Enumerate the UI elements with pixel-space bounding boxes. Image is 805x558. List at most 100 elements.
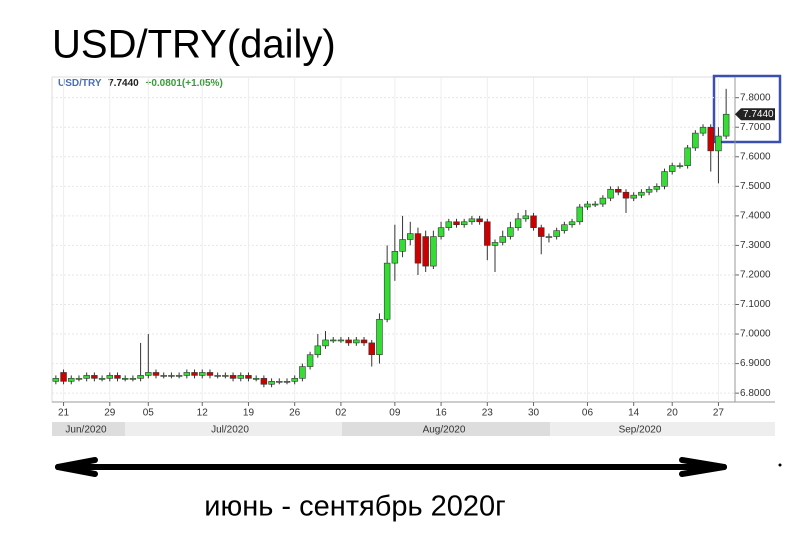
candle-body bbox=[337, 339, 345, 342]
candle-body bbox=[576, 206, 583, 223]
candle-body bbox=[407, 233, 414, 240]
candle-body bbox=[414, 233, 422, 264]
candle-body bbox=[645, 188, 653, 193]
candle-body bbox=[676, 165, 684, 167]
candle-body bbox=[191, 372, 198, 376]
candle-body bbox=[615, 188, 622, 193]
y-tick-label: 7.1000 bbox=[740, 299, 771, 310]
candle-body bbox=[229, 375, 237, 379]
x-tick-label: 23 bbox=[482, 408, 494, 419]
candle-body bbox=[507, 227, 514, 237]
candle-body bbox=[237, 375, 244, 379]
candle-body bbox=[591, 203, 599, 206]
x-tick-label: 05 bbox=[143, 408, 155, 419]
candle-body bbox=[160, 375, 167, 377]
price: 7.7440 bbox=[108, 78, 139, 89]
candle-body bbox=[121, 378, 129, 380]
candle-body bbox=[260, 378, 268, 385]
change: +0.0801(+1.05%) bbox=[146, 78, 223, 89]
candle-body bbox=[360, 339, 368, 344]
candle-body bbox=[684, 147, 691, 166]
x-tick-label: 12 bbox=[197, 408, 209, 419]
candle-body bbox=[152, 372, 160, 376]
candle-body bbox=[607, 188, 614, 199]
candle-body bbox=[430, 236, 437, 267]
y-tick-label: 7.0000 bbox=[740, 329, 771, 340]
y-tick-label: 7.5000 bbox=[740, 181, 771, 192]
x-tick-label: 27 bbox=[713, 408, 725, 419]
candle-body bbox=[98, 378, 106, 380]
y-tick-label: 7.7000 bbox=[740, 122, 771, 133]
candle-body bbox=[422, 236, 429, 267]
y-tick-label: 7.6000 bbox=[740, 151, 771, 162]
candle-body bbox=[60, 372, 67, 382]
candle-body bbox=[630, 194, 637, 199]
candle-body bbox=[699, 126, 707, 134]
candle-body bbox=[83, 375, 90, 379]
candle-body bbox=[329, 339, 337, 342]
x-tick-label: 26 bbox=[289, 408, 301, 419]
candle-body bbox=[75, 378, 83, 380]
candle-body bbox=[145, 372, 152, 376]
arrow bbox=[55, 457, 727, 477]
x-tick-label: 29 bbox=[104, 408, 116, 419]
x-tick-label: 09 bbox=[389, 408, 401, 419]
candle-body bbox=[168, 375, 175, 377]
candle-body bbox=[268, 381, 275, 385]
last-price-label: 7.7440 bbox=[743, 109, 774, 120]
highlight-box bbox=[712, 74, 782, 144]
candle-body bbox=[114, 375, 121, 379]
candle-body bbox=[399, 239, 406, 252]
candle-body bbox=[514, 218, 522, 228]
y-tick-label: 7.2000 bbox=[740, 270, 771, 281]
candle-body bbox=[91, 375, 98, 379]
y-tick-label: 7.4000 bbox=[740, 211, 771, 222]
candle-body bbox=[129, 378, 137, 380]
candle-body bbox=[106, 375, 114, 379]
candle-body bbox=[222, 375, 229, 377]
candle-body bbox=[692, 132, 699, 149]
footer: июнь - сентябрь 2020г bbox=[204, 491, 505, 523]
candle-body bbox=[584, 203, 591, 208]
candle-body bbox=[453, 221, 460, 226]
candle-body bbox=[545, 236, 553, 238]
x-tick-label: 21 bbox=[58, 408, 70, 419]
month-label: Sep/2020 bbox=[619, 425, 662, 436]
y-tick-label: 6.9000 bbox=[740, 358, 771, 369]
candle-body bbox=[476, 218, 483, 223]
x-tick-label: 30 bbox=[528, 408, 540, 419]
candle-body bbox=[491, 242, 499, 246]
month-band bbox=[342, 422, 550, 436]
y-tick-label: 7.8000 bbox=[740, 92, 771, 103]
candle-body bbox=[353, 339, 360, 344]
candle-body bbox=[661, 171, 668, 187]
plot-frame bbox=[51, 76, 736, 403]
candle-body bbox=[376, 318, 383, 356]
candle-body bbox=[460, 221, 468, 226]
symbol: USD/TRY bbox=[58, 78, 102, 89]
candle-body bbox=[599, 197, 607, 205]
candle-body bbox=[622, 191, 630, 199]
candle-body bbox=[252, 378, 260, 380]
candle-body bbox=[638, 191, 645, 196]
candle-body bbox=[707, 126, 714, 152]
candle-body bbox=[199, 372, 206, 376]
month-label: Jul/2020 bbox=[211, 425, 249, 436]
candle-body bbox=[276, 381, 283, 383]
x-tick-label: 16 bbox=[436, 408, 448, 419]
chart-title: USD/TRY(daily) bbox=[52, 23, 336, 67]
last-price-tag bbox=[735, 108, 775, 121]
candle-body bbox=[668, 165, 676, 172]
candle-body bbox=[183, 372, 191, 376]
candle-body bbox=[137, 375, 144, 379]
candle-body bbox=[653, 186, 661, 190]
candle-body bbox=[561, 224, 568, 231]
candle-body bbox=[715, 135, 722, 152]
candle-body bbox=[299, 366, 306, 379]
legend-header: USD/TRY 7.7440 +0.0801(+1.05%) bbox=[58, 78, 223, 89]
candle-body bbox=[522, 215, 530, 220]
month-band bbox=[125, 422, 342, 436]
candle-body bbox=[345, 339, 352, 344]
